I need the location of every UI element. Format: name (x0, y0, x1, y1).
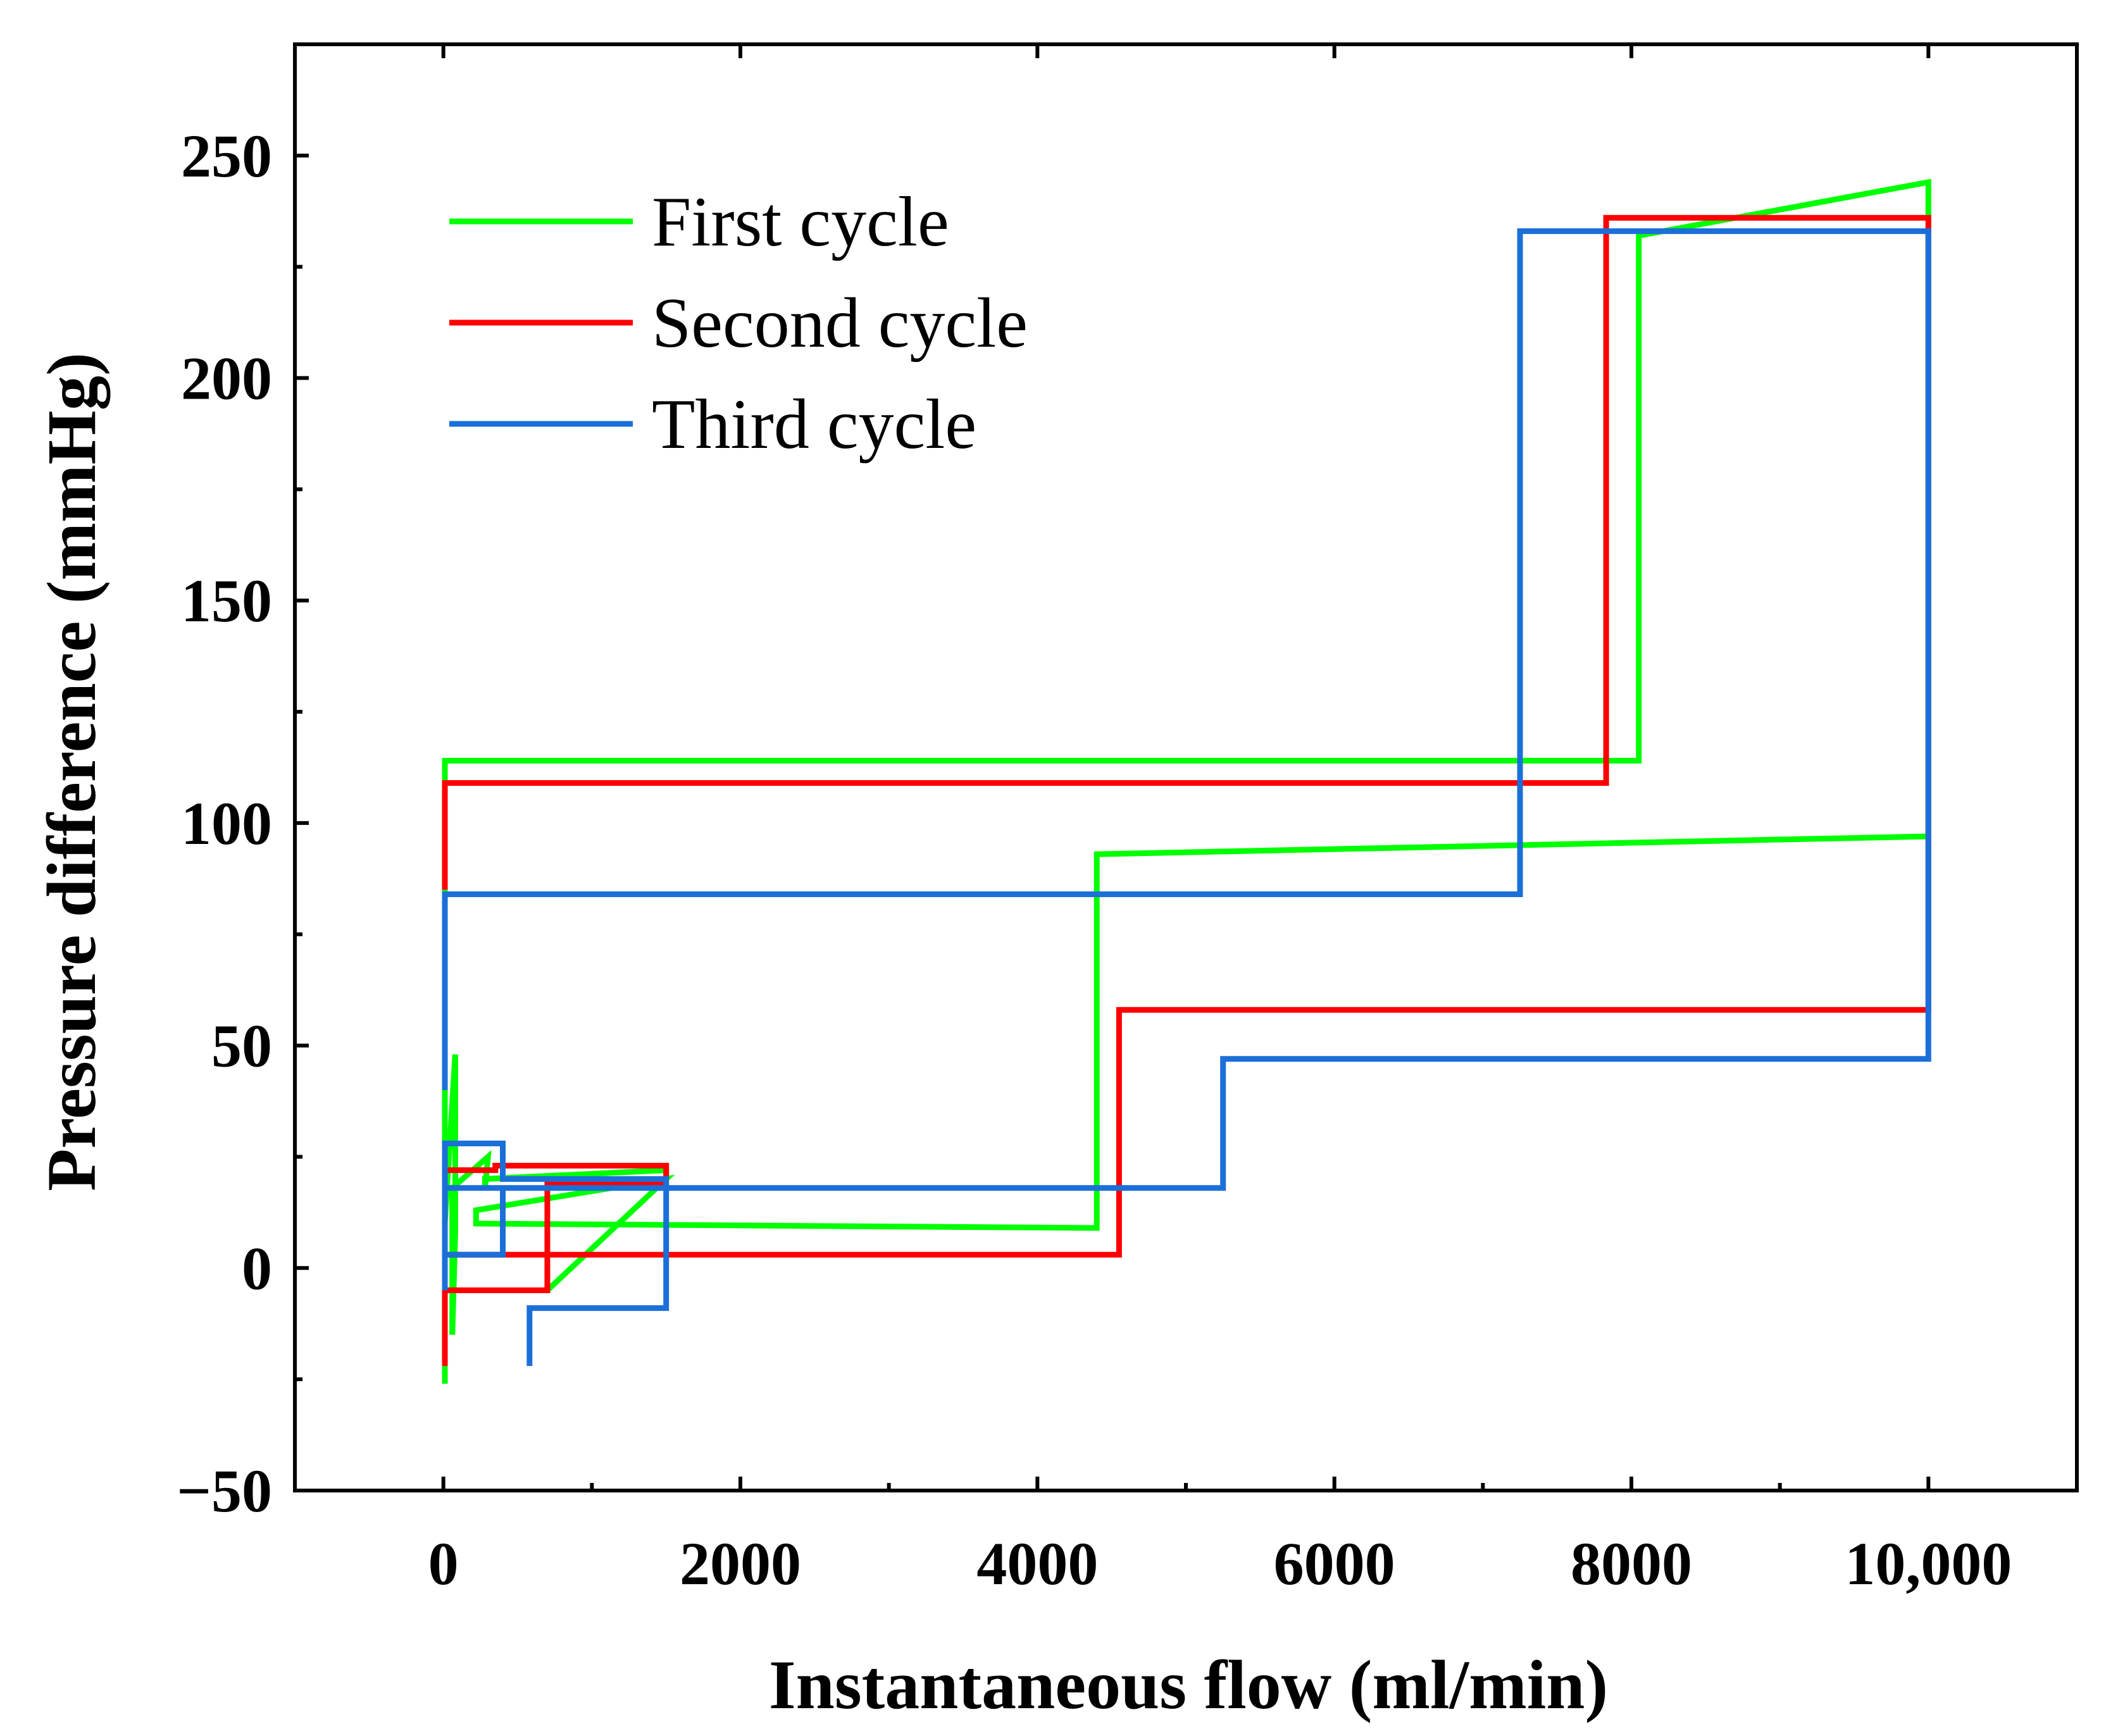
x-tick-label: 0 (428, 1530, 459, 1597)
y-tick-label: 150 (181, 567, 272, 635)
legend: First cycle Second cycle Third cycle (449, 183, 1028, 464)
y-tick-label: 250 (181, 122, 272, 190)
x-tick-label: 10,000 (1845, 1530, 2012, 1597)
x-tick-label: 8000 (1571, 1530, 1692, 1597)
ticks-layer: 0 2000 4000 6000 8000 10,000 −50 0 50 100 150 200 25… (177, 42, 2012, 1597)
x-tick-label: 2000 (680, 1530, 801, 1597)
legend-label-2: Second cycle (652, 284, 1028, 363)
x-tick-label: 4000 (976, 1530, 1098, 1597)
y-tick-label: 100 (181, 790, 272, 857)
x-axis-title: Instantaneous flow (ml/min) (769, 1646, 1608, 1723)
y-tick-label: 200 (181, 345, 272, 412)
legend-label-3: Third cycle (652, 385, 976, 464)
series-line-3 (442, 228, 1931, 1367)
y-tick-label: 50 (211, 1012, 272, 1080)
y-axis-title: Pressure difference (mmHg) (33, 352, 110, 1191)
series-layer (442, 178, 1931, 1384)
y-tick-label: −50 (177, 1457, 272, 1525)
x-tick-label: 6000 (1274, 1530, 1395, 1597)
legend-label-1: First cycle (652, 183, 949, 261)
y-tick-label: 0 (242, 1234, 272, 1302)
